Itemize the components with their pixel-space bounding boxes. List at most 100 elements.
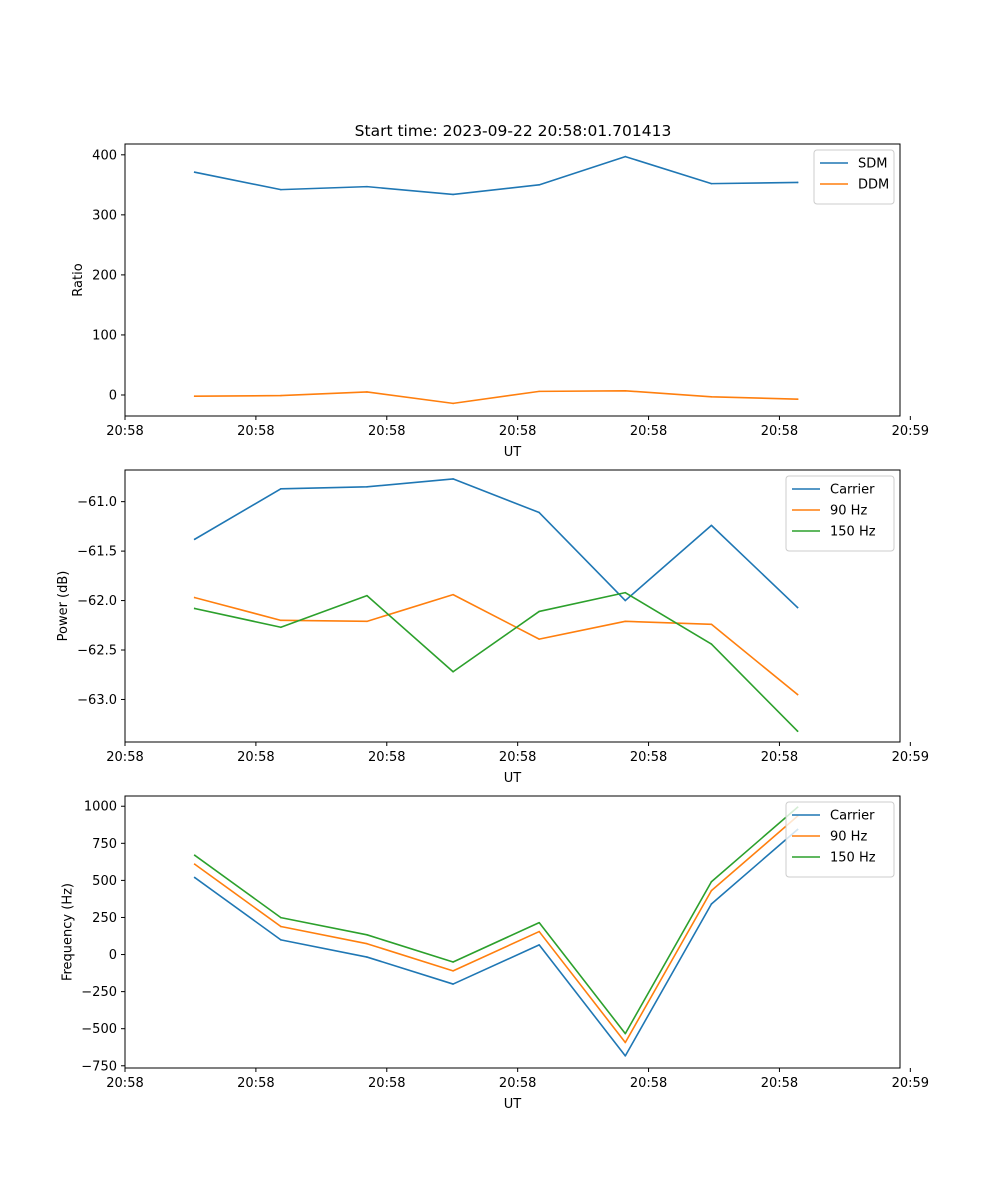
series-line-sdm xyxy=(193,155,799,196)
data-point xyxy=(452,961,454,963)
data-point xyxy=(538,930,540,933)
series-line-150-hz xyxy=(193,591,799,733)
data-point xyxy=(452,193,454,196)
y-tick-label: 300 xyxy=(92,208,117,223)
data-point xyxy=(538,610,540,613)
data-point xyxy=(452,983,454,985)
data-point xyxy=(538,390,540,393)
y-tick-label: 0 xyxy=(109,388,117,403)
data-point xyxy=(538,184,540,186)
data-point xyxy=(710,524,713,527)
x-tick-label: 20:58 xyxy=(630,750,667,765)
y-tick-label: 250 xyxy=(92,911,117,926)
chart-power: 20:58 20:58 20:58 20:58 20:58 20:58 20:59 −63.0… xyxy=(56,469,929,786)
x-tick-label: 20:58 xyxy=(761,1076,798,1091)
data-point xyxy=(796,181,799,184)
chart-ratio: 20:58 20:58 20:58 20:58 20:58 20:58 20:59 0 100 2… xyxy=(71,143,929,460)
data-point xyxy=(193,854,196,857)
x-tick-label: 20:58 xyxy=(237,424,274,439)
data-point xyxy=(538,944,540,946)
x-tick-label: 20:58 xyxy=(368,1076,405,1091)
data-point xyxy=(366,486,368,488)
y-tick-label: −63.0 xyxy=(77,693,117,708)
y-tick-label: −61.0 xyxy=(77,495,117,510)
x-tick-label: 20:58 xyxy=(368,424,405,439)
data-point xyxy=(193,607,196,610)
data-point xyxy=(280,188,282,191)
data-point xyxy=(193,876,196,879)
data-point xyxy=(710,880,713,883)
y-tick-label: −250 xyxy=(81,985,117,1000)
legend-label: SDM xyxy=(858,157,887,172)
data-point xyxy=(710,643,713,645)
data-point xyxy=(710,623,713,626)
data-point xyxy=(280,394,282,397)
data-point xyxy=(366,185,368,188)
data-point xyxy=(796,606,799,609)
series-line-carrier xyxy=(193,478,799,609)
data-point xyxy=(366,620,368,623)
plot-frame xyxy=(124,143,901,417)
y-tick-label: −61.5 xyxy=(77,545,117,560)
y-axis-label: Ratio xyxy=(71,263,86,296)
data-point xyxy=(624,599,627,602)
data-point xyxy=(193,395,196,397)
x-tick-label: 20:58 xyxy=(237,750,274,765)
series-line-90-hz xyxy=(193,593,799,696)
legend: Carrier 90 Hz 150 Hz xyxy=(785,801,895,878)
y-tick-label: −62.5 xyxy=(77,644,117,659)
y-tick-label: −62.0 xyxy=(77,594,117,609)
x-tick-label: 20:58 xyxy=(499,750,536,765)
legend-label: Carrier xyxy=(830,809,875,824)
data-point xyxy=(538,921,540,924)
x-axis-label: UT xyxy=(504,445,522,460)
x-tick-label: 20:58 xyxy=(106,1076,143,1091)
data-point xyxy=(193,596,196,599)
x-tick-label: 20:59 xyxy=(892,750,929,765)
data-point xyxy=(452,670,454,673)
data-point xyxy=(366,942,368,945)
y-tick-label: −750 xyxy=(81,1059,117,1074)
plot-frame xyxy=(124,795,901,1069)
legend: Carrier 90 Hz 150 Hz xyxy=(785,475,895,552)
data-point xyxy=(710,889,713,892)
y-tick-label: 500 xyxy=(92,874,117,889)
data-point xyxy=(366,956,368,958)
data-point xyxy=(624,155,627,158)
y-tick-label: 100 xyxy=(92,328,117,343)
y-axis-label: Power (dB) xyxy=(56,571,71,642)
data-point xyxy=(710,903,713,905)
y-tick-label: 200 xyxy=(92,268,117,283)
x-tick-label: 20:58 xyxy=(630,424,667,439)
y-tick-label: −500 xyxy=(81,1022,117,1037)
figure-title: Start time: 2023-09-22 20:58:01.701413 xyxy=(355,122,672,140)
x-tick-label: 20:58 xyxy=(237,1076,274,1091)
data-point xyxy=(280,925,282,928)
x-tick-label: 20:58 xyxy=(630,1076,667,1091)
data-point xyxy=(280,626,282,629)
y-tick-label: 400 xyxy=(92,148,117,163)
data-point xyxy=(193,538,196,541)
data-point xyxy=(280,619,282,622)
data-point xyxy=(624,1055,627,1057)
data-point xyxy=(452,593,454,596)
plot-frame xyxy=(124,469,901,743)
y-tick-label: 1000 xyxy=(84,800,117,815)
x-axis-label: UT xyxy=(504,771,522,786)
x-tick-label: 20:58 xyxy=(761,750,798,765)
data-point xyxy=(624,1032,627,1035)
y-tick-label: 0 xyxy=(109,948,117,963)
data-point xyxy=(366,594,368,597)
data-point xyxy=(796,730,799,732)
legend-label: 150 Hz xyxy=(830,851,876,866)
data-point xyxy=(366,391,368,393)
x-tick-label: 20:59 xyxy=(892,424,929,439)
y-tick-label: 750 xyxy=(92,837,117,852)
data-point xyxy=(624,620,627,623)
data-point xyxy=(796,398,799,400)
x-axis-label: UT xyxy=(504,1097,522,1112)
x-tick-label: 20:58 xyxy=(106,750,143,765)
data-point xyxy=(280,939,282,941)
legend-label: 90 Hz xyxy=(830,504,867,519)
